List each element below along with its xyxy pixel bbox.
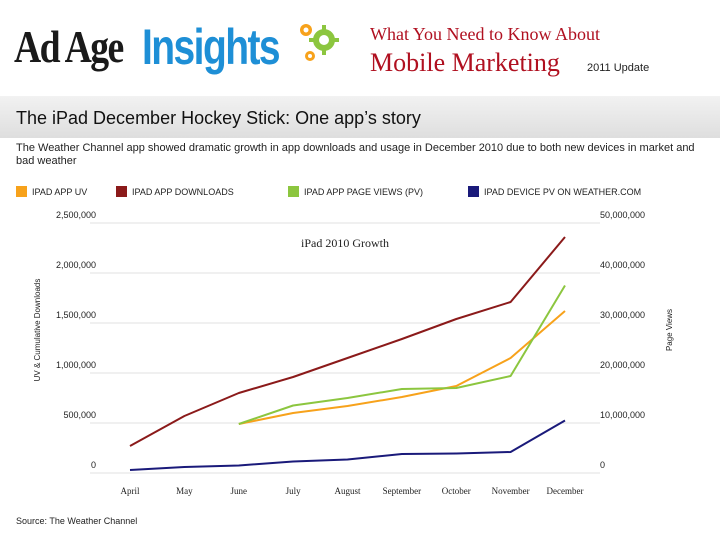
right-tick-label: 20,000,000 xyxy=(600,360,645,370)
left-tick-label: 2,500,000 xyxy=(56,210,96,220)
heading-band xyxy=(0,96,720,138)
legend-item-device-pv: IPAD DEVICE PV ON WEATHER.COM xyxy=(468,186,641,197)
series-line-1 xyxy=(238,310,566,425)
legend-swatch xyxy=(16,186,27,197)
left-tick-label: 0 xyxy=(91,460,96,470)
report-title-line2: Mobile Marketing xyxy=(370,48,560,77)
gear-icon xyxy=(300,24,339,61)
right-tick-label: 30,000,000 xyxy=(600,310,645,320)
legend-item-app-page-views: IPAD APP PAGE VIEWS (PV) xyxy=(288,186,423,197)
right-tick-label: 40,000,000 xyxy=(600,260,645,270)
page-description: The Weather Channel app showed dramatic … xyxy=(16,142,695,167)
left-tick-label: 1,500,000 xyxy=(56,310,96,320)
left-axis-label: UV & Cumulative Downloads xyxy=(33,279,42,382)
legend-swatch xyxy=(116,186,127,197)
logo-ad-age: Ad Age xyxy=(14,21,124,72)
x-tick-label: September xyxy=(383,486,422,496)
report-update-label: 2011 Update xyxy=(587,62,650,74)
logo-insights: Insights xyxy=(142,19,281,75)
legend-item-app-uv: IPAD APP UV xyxy=(16,186,87,197)
legend-swatch xyxy=(468,186,479,197)
legend-swatch xyxy=(288,186,299,197)
x-tick-label: July xyxy=(286,486,302,496)
legend-label: IPAD DEVICE PV ON WEATHER.COM xyxy=(484,187,642,197)
right-tick-label: 10,000,000 xyxy=(600,410,645,420)
ad-age-insights-logo: Ad Age Insights xyxy=(14,12,339,84)
x-tick-label: April xyxy=(121,486,140,496)
report-title-line1: What You Need to Know About xyxy=(370,24,600,44)
series-line-3 xyxy=(238,284,566,425)
legend-label: IPAD APP PAGE VIEWS (PV) xyxy=(304,187,424,197)
page-title: The iPad December Hockey Stick: One app’… xyxy=(16,108,421,128)
x-tick-label: May xyxy=(176,486,193,496)
source-note: Source: The Weather Channel xyxy=(16,516,138,526)
x-tick-label: December xyxy=(547,486,584,496)
legend-label: IPAD APP UV xyxy=(32,187,88,197)
series-line-4 xyxy=(129,419,566,471)
x-tick-label: August xyxy=(334,486,361,496)
x-tick-label: October xyxy=(442,486,471,496)
chart-title: iPad 2010 Growth xyxy=(301,236,389,250)
left-tick-label: 500,000 xyxy=(63,410,96,420)
legend-item-app-downloads: IPAD APP DOWNLOADS xyxy=(116,186,234,197)
growth-chart: 2,500,000 50,000,000 2,000,000 40,000,000 1,… xyxy=(33,210,674,496)
right-tick-label: 0 xyxy=(600,460,605,470)
legend-label: IPAD APP DOWNLOADS xyxy=(132,187,234,197)
left-tick-label: 2,000,000 xyxy=(56,260,96,270)
right-tick-label: 50,000,000 xyxy=(600,210,645,220)
right-axis-label: Page Views xyxy=(665,309,674,351)
x-tick-label: November xyxy=(492,486,530,496)
left-tick-label: 1,000,000 xyxy=(56,360,96,370)
series-line-2 xyxy=(129,236,566,447)
x-tick-label: June xyxy=(231,486,248,496)
